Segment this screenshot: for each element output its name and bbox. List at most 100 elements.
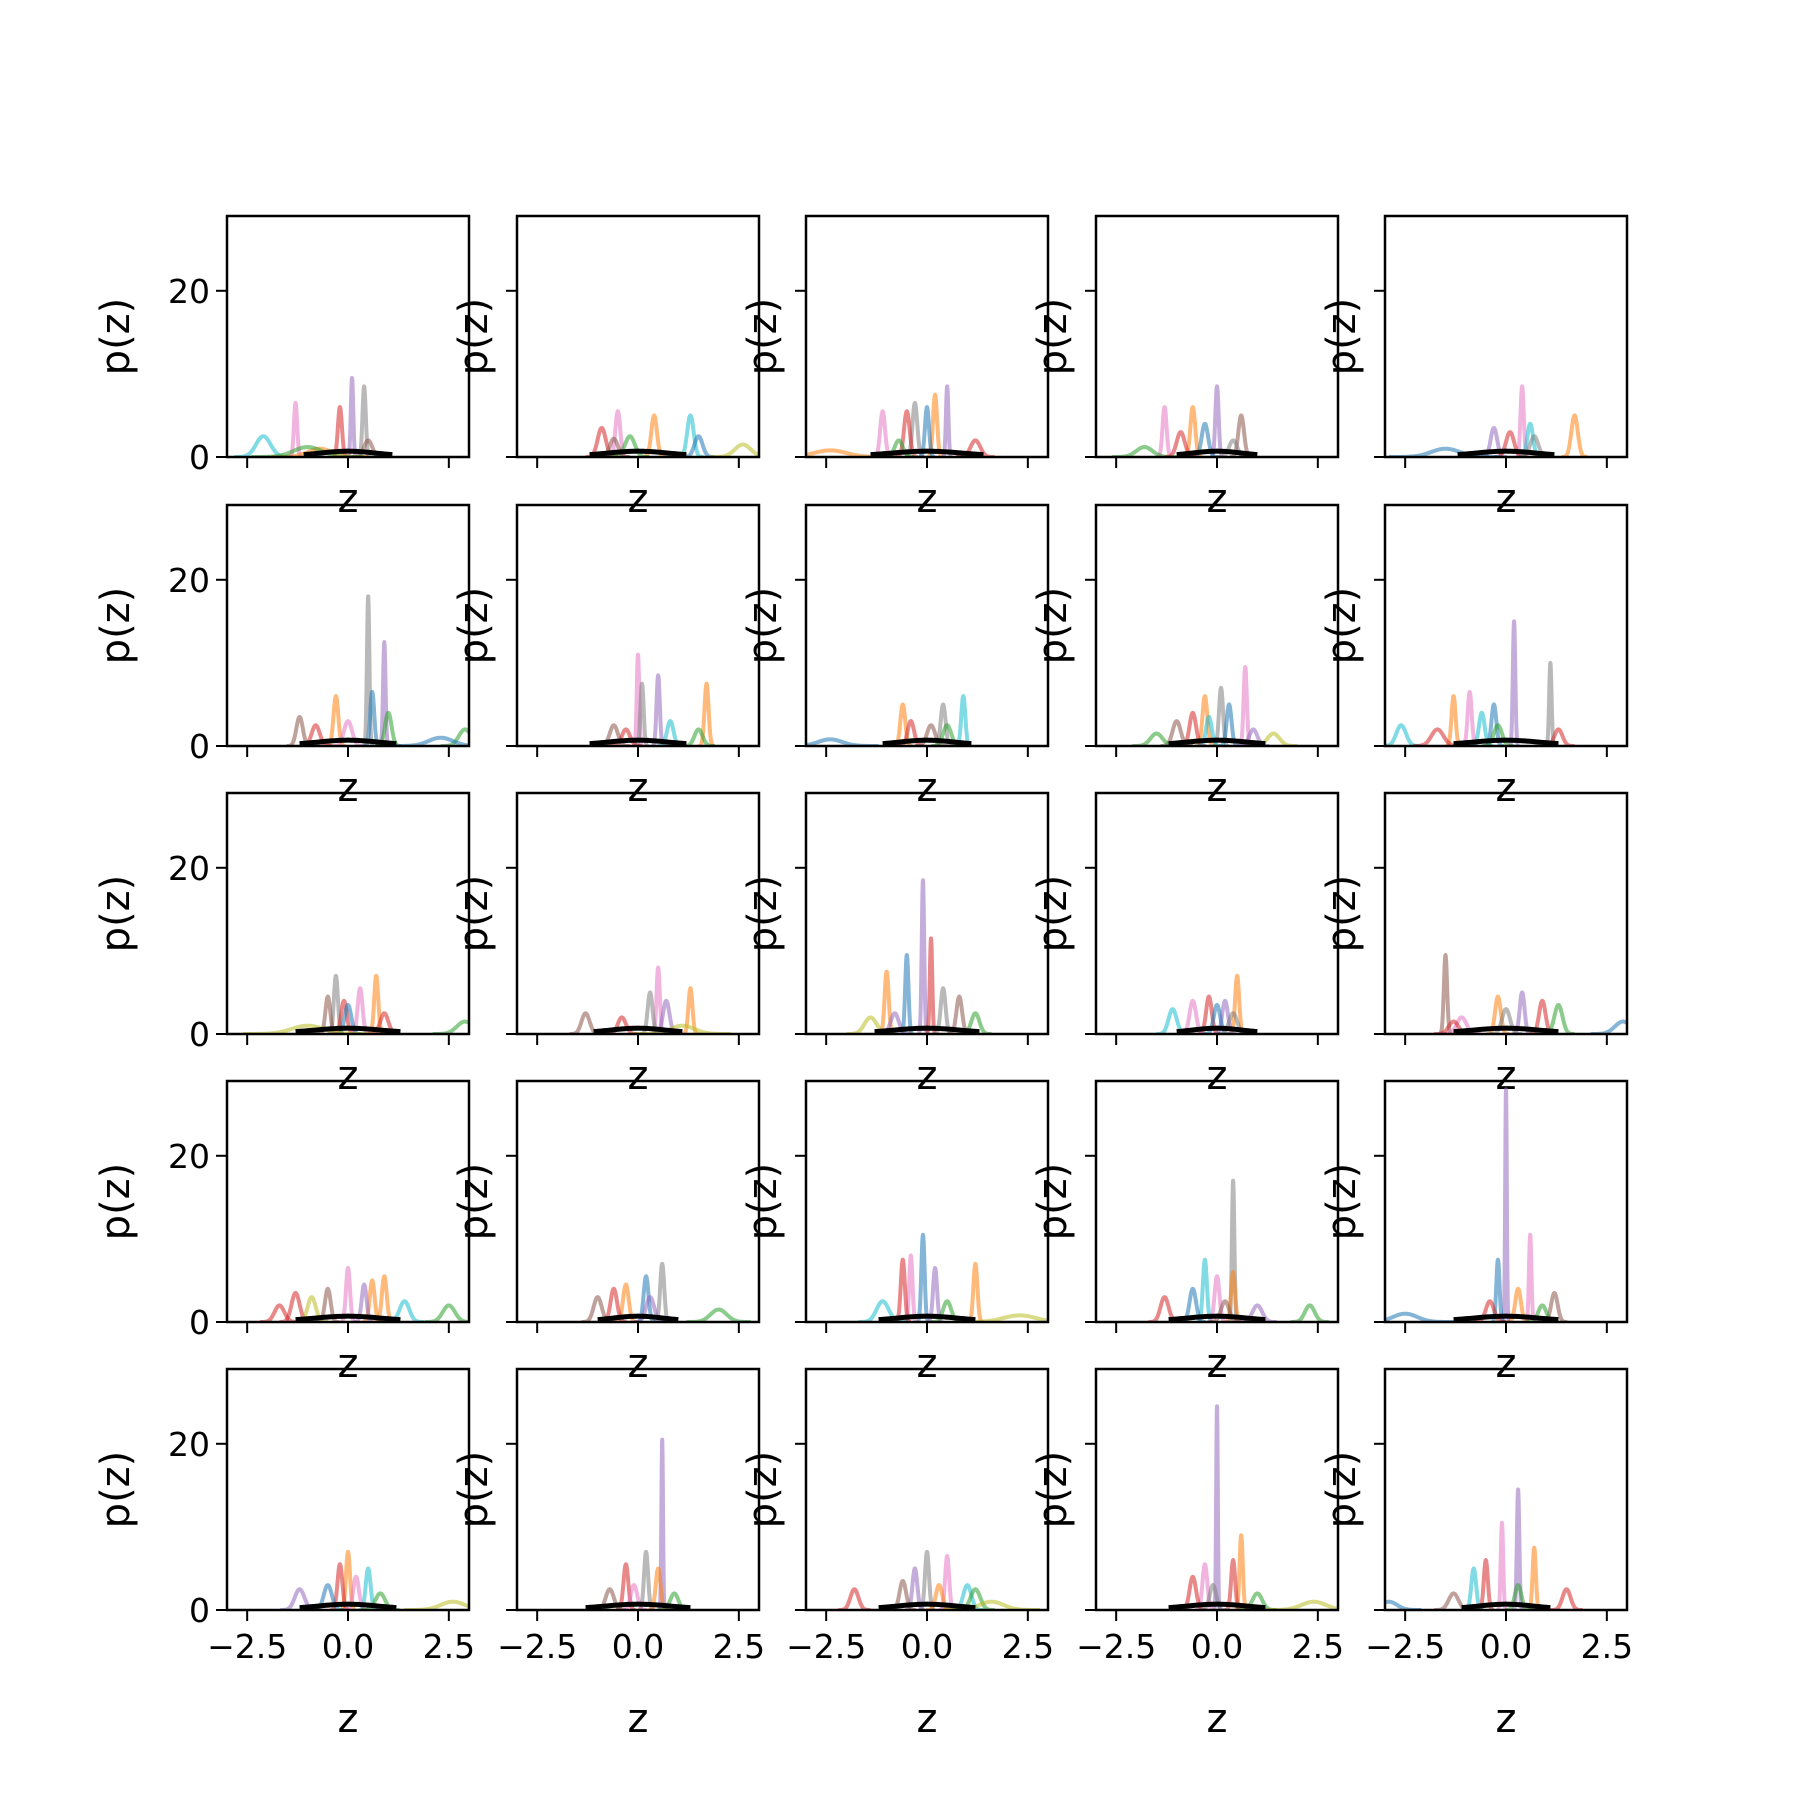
mean-density-curve [299,737,397,746]
subplot-grid: 0 20 z p(z) z p(z) z p(z) z p(z) z p(z) 0 20 z p(z) z p(z… [93,214,1633,1742]
x-tick-label: −2.5 [207,1627,287,1666]
x-axis-label: z [1496,765,1517,811]
x-axis-label: z [1496,1053,1517,1099]
x-tick-label: 2.5 [1002,1627,1054,1666]
mean-density-curve [597,1313,679,1322]
y-axis-label: p(z) [1030,298,1076,376]
y-axis-label: p(z) [1030,1451,1076,1529]
mean-density-curve [1168,737,1266,746]
density-curve-2 [1495,1520,1509,1610]
y-tick-label: 0 [189,727,210,766]
subplot-r3-c4: z p(z) [1030,791,1340,1099]
x-tick-label: 0.0 [1191,1627,1243,1666]
x-axis-label: z [1207,765,1228,811]
density-curve-4 [940,384,954,457]
y-axis-label: p(z) [1319,298,1365,376]
mean-density-curve [1457,448,1555,457]
y-axis-label: p(z) [451,587,497,665]
mean-density-curve [589,737,687,746]
y-axis-label: p(z) [93,1451,139,1529]
subplot-r1-c2: z p(z) [451,214,761,522]
x-tick-label: 0.0 [1480,1627,1532,1666]
x-axis-label: z [1496,1696,1517,1742]
subplot-r1-c4: z p(z) [1030,214,1340,522]
y-axis-label: p(z) [451,875,497,953]
y-axis-label: p(z) [740,1163,786,1241]
mean-density-curve [878,1601,976,1610]
y-tick-label: 20 [168,1137,210,1176]
x-tick-label: 0.0 [901,1627,953,1666]
y-axis-label: p(z) [740,875,786,953]
x-axis-label: z [628,765,649,811]
x-axis-label: z [1207,476,1228,522]
mean-density-curve [295,1313,401,1322]
subplot-r3-c5: z p(z) [1319,791,1629,1099]
x-tick-label: 2.5 [713,1627,765,1666]
y-axis-label: p(z) [1030,1163,1076,1241]
x-tick-label: −2.5 [1076,1627,1156,1666]
y-axis-label: p(z) [1319,875,1365,953]
y-tick-label: 0 [189,1015,210,1054]
x-tick-label: 2.5 [1581,1627,1633,1666]
subplot-r4-c2: z p(z) [451,1079,761,1387]
subplot-r5-c3: −2.5 0.0 2.5 z p(z) [740,1367,1054,1742]
subplot-r1-c5: z p(z) [1319,214,1629,522]
y-axis-label: p(z) [1319,1451,1365,1529]
x-axis-label: z [628,476,649,522]
y-axis-label: p(z) [740,587,786,665]
subplot-r4-c5: z p(z) [1319,1079,1629,1387]
subplot-r3-c2: z p(z) [451,791,761,1099]
subplot-r5-c5: −2.5 0.0 2.5 z p(z) [1319,1367,1633,1742]
x-axis-label: z [338,1341,359,1387]
y-axis-label: p(z) [93,1163,139,1241]
y-axis-label: p(z) [93,587,139,665]
y-tick-label: 0 [189,1303,210,1342]
mean-density-curve [593,1025,683,1034]
y-axis-label: p(z) [1030,875,1076,953]
subplot-r1-c1: 0 20 z p(z) [93,214,471,522]
mean-density-curve [295,1025,401,1034]
mean-density-curve [1453,1313,1559,1322]
mean-density-curve [1168,1313,1266,1322]
y-tick-label: 0 [189,438,210,477]
x-axis-label: z [1207,1053,1228,1099]
y-axis-label: p(z) [451,1163,497,1241]
y-tick-label: 20 [168,1425,210,1464]
y-axis-label: p(z) [1319,587,1365,665]
mean-density-curve [870,448,984,457]
subplot-r2-c2: z p(z) [451,503,761,811]
y-tick-label: 20 [168,561,210,600]
mean-density-curve [589,448,687,457]
y-tick-label: 20 [168,849,210,888]
x-axis-label: z [628,1053,649,1099]
density-curve-3 [680,986,701,1034]
x-axis-label: z [628,1341,649,1387]
y-axis-label: p(z) [93,875,139,953]
x-axis-label: z [1496,476,1517,522]
mean-density-curve [878,1313,976,1322]
subplot-r2-c1: 0 20 z p(z) [93,503,471,811]
x-tick-label: 2.5 [423,1627,475,1666]
mean-density-curve [1176,1025,1258,1034]
mean-density-curve [1168,1601,1266,1610]
x-tick-label: 0.0 [612,1627,664,1666]
density-curve-3 [925,392,945,457]
x-axis-label: z [338,1053,359,1099]
subplot-r5-c4: −2.5 0.0 2.5 z p(z) [1030,1367,1344,1742]
density-curve-5 [917,405,937,457]
density-curve-1 [914,1232,932,1322]
x-axis-label: z [1207,1341,1228,1387]
y-axis-label: p(z) [1030,587,1076,665]
mean-density-curve [882,737,972,746]
x-tick-label: −2.5 [786,1627,866,1666]
y-axis-label: p(z) [451,1451,497,1529]
x-tick-label: −2.5 [1365,1627,1445,1666]
x-axis-label: z [917,1053,938,1099]
mean-density-curve [1453,737,1559,746]
subplot-r4-c4: z p(z) [1030,1079,1340,1387]
subplot-r4-c3: z p(z) [740,1079,1050,1387]
mean-density-curve [1461,1601,1551,1610]
subplot-r3-c3: z p(z) [740,791,1050,1099]
